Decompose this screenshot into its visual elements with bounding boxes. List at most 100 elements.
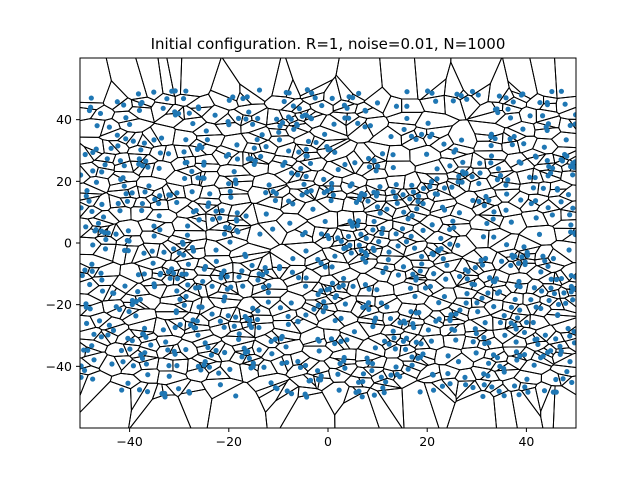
- data-point: [109, 361, 115, 367]
- data-point: [230, 94, 236, 100]
- data-point: [508, 219, 514, 225]
- data-point: [535, 341, 541, 348]
- data-point: [80, 374, 84, 380]
- data-point: [139, 207, 145, 214]
- data-point: [252, 158, 258, 164]
- data-point: [283, 344, 289, 350]
- voronoi-cell: [217, 202, 233, 216]
- data-point: [503, 182, 509, 188]
- data-point: [80, 363, 84, 369]
- data-point: [190, 120, 196, 127]
- data-point: [288, 391, 295, 397]
- data-point: [485, 290, 491, 296]
- data-point: [129, 190, 135, 196]
- data-point: [380, 385, 386, 391]
- data-point: [441, 293, 448, 300]
- data-point: [189, 244, 195, 251]
- voronoi-cell: [183, 268, 199, 281]
- data-point: [190, 317, 196, 323]
- voronoi-cell: [321, 227, 339, 239]
- data-point: [250, 360, 256, 366]
- data-point: [151, 223, 157, 229]
- data-point: [449, 184, 455, 190]
- voronoi-cell: [179, 58, 222, 98]
- data-point: [302, 362, 309, 369]
- voronoi-cell: [184, 238, 208, 251]
- data-point: [521, 244, 527, 250]
- voronoi-cell: [291, 160, 313, 173]
- data-point: [171, 246, 177, 252]
- voronoi-cell: [258, 139, 279, 155]
- data-point: [322, 218, 328, 225]
- data-point: [191, 325, 197, 331]
- voronoi-cell: [235, 279, 254, 299]
- data-point: [374, 100, 381, 106]
- data-point: [408, 133, 415, 139]
- data-point: [518, 160, 524, 166]
- data-point: [441, 207, 448, 213]
- data-point: [537, 99, 543, 106]
- voronoi-cell: [419, 94, 446, 115]
- voronoi-cell: [510, 158, 535, 173]
- voronoi-cell: [305, 183, 320, 200]
- data-point: [380, 225, 386, 232]
- data-point: [482, 340, 488, 347]
- data-point: [91, 357, 97, 363]
- data-point: [335, 371, 341, 377]
- data-point: [201, 175, 207, 181]
- data-point: [301, 181, 307, 187]
- data-point: [394, 200, 400, 206]
- data-point: [328, 336, 335, 342]
- data-point: [431, 271, 437, 277]
- voronoi-cell: [552, 385, 576, 428]
- data-point: [205, 344, 211, 351]
- data-point: [353, 199, 360, 205]
- voronoi-cell: [423, 382, 456, 428]
- data-point: [570, 205, 576, 211]
- data-point: [314, 368, 321, 374]
- voronoi-cell: [267, 160, 293, 176]
- voronoi-cell: [371, 280, 395, 298]
- data-point: [130, 363, 137, 369]
- data-point: [404, 103, 410, 109]
- data-point: [315, 302, 321, 308]
- data-point: [226, 181, 232, 187]
- data-point: [548, 285, 554, 291]
- data-point: [492, 136, 498, 142]
- voronoi-cell: [443, 61, 464, 99]
- data-point: [459, 179, 465, 185]
- data-point: [142, 350, 148, 356]
- data-point: [221, 298, 227, 304]
- data-point: [378, 300, 385, 306]
- data-point: [164, 96, 170, 102]
- data-point: [498, 258, 505, 264]
- voronoi-cell: [364, 115, 390, 137]
- data-point: [503, 95, 509, 101]
- data-point: [289, 269, 296, 275]
- data-point: [516, 392, 522, 398]
- data-point: [538, 269, 544, 275]
- voronoi-cell: [114, 328, 136, 345]
- data-point: [364, 252, 370, 258]
- data-point: [127, 121, 133, 128]
- data-point: [270, 226, 276, 232]
- data-point: [120, 359, 126, 365]
- data-point: [420, 201, 426, 207]
- data-point: [185, 261, 192, 267]
- data-point: [250, 121, 256, 127]
- voronoi-cell: [80, 58, 112, 104]
- voronoi-cell: [328, 290, 352, 300]
- data-point: [279, 360, 285, 366]
- voronoi-cell: [550, 240, 576, 264]
- data-point: [246, 322, 253, 328]
- data-point: [122, 283, 128, 289]
- voronoi-cell: [177, 388, 213, 428]
- data-point: [433, 98, 439, 104]
- data-point: [482, 320, 488, 326]
- data-point: [477, 160, 483, 166]
- data-point: [409, 213, 415, 219]
- data-point: [99, 277, 105, 283]
- data-point: [558, 156, 564, 163]
- data-point: [115, 200, 121, 207]
- data-point: [384, 304, 390, 310]
